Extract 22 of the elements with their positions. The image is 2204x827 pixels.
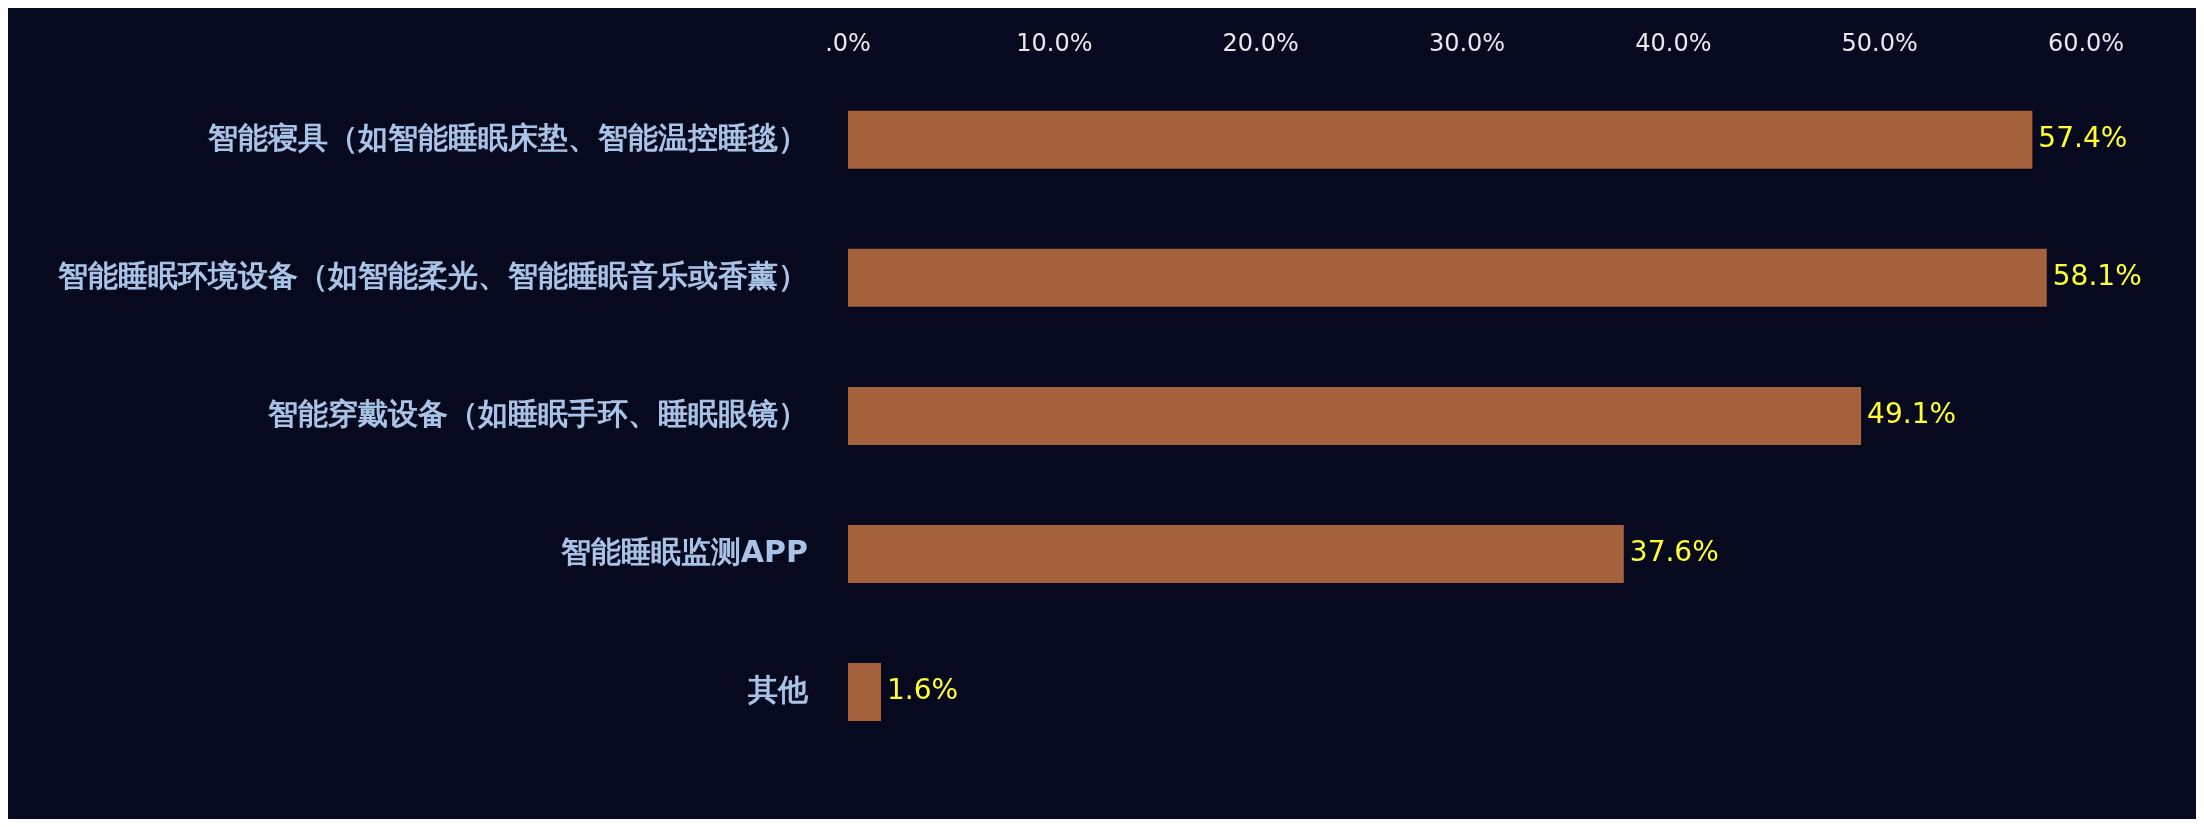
data-label: 58.1% <box>2052 259 2142 293</box>
x-tick-label: 50.0% <box>1841 28 1918 57</box>
y-tick-label: 智能睡眠环境设备（如智能柔光、智能睡眠音乐或香薰） <box>57 257 808 293</box>
x-tick-label: 40.0% <box>1635 28 1712 57</box>
x-tick-label: .0% <box>825 28 871 57</box>
y-tick-label: 智能穿戴设备（如睡眠手环、睡眠眼镜） <box>267 395 808 431</box>
x-tick-label: 10.0% <box>1016 28 1093 57</box>
bar <box>848 110 2033 169</box>
bar <box>848 524 1624 583</box>
x-tick-label: 20.0% <box>1222 28 1299 57</box>
data-label: 57.4% <box>2038 121 2128 155</box>
bar <box>848 248 2047 307</box>
bar <box>848 662 882 721</box>
y-tick-label: 智能睡眠监测APP <box>559 533 808 569</box>
x-tick-label: 60.0% <box>2047 28 2125 57</box>
data-label: 49.1% <box>1867 397 1957 431</box>
bar <box>848 386 1862 445</box>
x-tick-label: 30.0% <box>1428 28 1506 57</box>
data-label: 37.6% <box>1629 535 1719 569</box>
data-label: 1.6% <box>887 673 959 707</box>
y-tick-label: 其他 <box>747 671 809 707</box>
y-tick-label: 智能寝具（如智能睡眠床垫、智能温控睡毯） <box>207 119 808 155</box>
